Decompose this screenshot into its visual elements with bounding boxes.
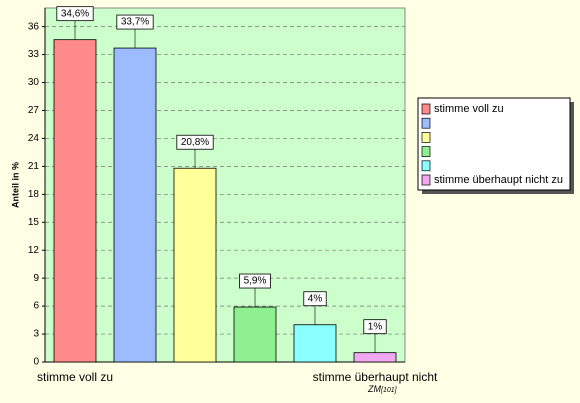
legend-swatch <box>421 103 431 115</box>
value-label: 20,8% <box>181 137 209 148</box>
legend-label: stimme voll zu <box>434 103 504 115</box>
legend-swatch <box>421 117 431 129</box>
legend <box>417 97 571 191</box>
value-label-box <box>116 14 154 30</box>
y-tick-label: 30 <box>28 77 40 88</box>
y-tick-label: 36 <box>28 21 40 32</box>
y-axis-label: Anteil in % <box>10 162 20 208</box>
value-label-box <box>303 291 327 307</box>
y-tick-label: 24 <box>28 133 40 144</box>
value-label-box <box>176 134 214 150</box>
y-tick-label: 18 <box>28 189 40 200</box>
bar <box>353 352 397 363</box>
bar <box>233 306 277 363</box>
y-tick-label: 6 <box>33 301 39 312</box>
x-tick-label: stimme überhaupt nicht <box>313 370 438 384</box>
bar <box>293 324 337 363</box>
note-main: ZM <box>367 384 381 394</box>
y-tick-label: 12 <box>28 245 40 256</box>
legend-swatch <box>421 146 431 157</box>
value-label-box <box>56 6 94 22</box>
value-label-box <box>239 273 271 289</box>
value-label: 4% <box>308 293 323 304</box>
y-tick-label: 9 <box>33 273 39 284</box>
note-sub: [101] <box>380 387 398 394</box>
y-tick-label: 15 <box>28 217 40 228</box>
bar <box>113 47 157 363</box>
bar <box>53 39 97 363</box>
legend-swatch <box>421 160 431 172</box>
y-tick-label: 33 <box>28 49 40 60</box>
value-label-box <box>363 319 387 335</box>
x-tick-label: stimme voll zu <box>37 370 113 384</box>
value-label: 1% <box>368 321 383 332</box>
plot-area <box>44 7 406 363</box>
y-tick-label: 21 <box>28 161 40 172</box>
y-tick-label: 27 <box>28 105 40 116</box>
value-label: 34,6% <box>61 8 89 19</box>
legend-label: stimme überhaupt nicht zu <box>434 174 563 186</box>
note: ZM[101] <box>367 384 398 394</box>
y-tick-label: 3 <box>33 329 39 340</box>
legend-swatch <box>421 132 431 143</box>
legend-swatch <box>421 174 431 186</box>
value-label: 33,7% <box>121 17 149 28</box>
bar <box>173 167 217 363</box>
y-tick-label: 0 <box>33 357 39 368</box>
value-label: 5,9% <box>244 276 267 287</box>
